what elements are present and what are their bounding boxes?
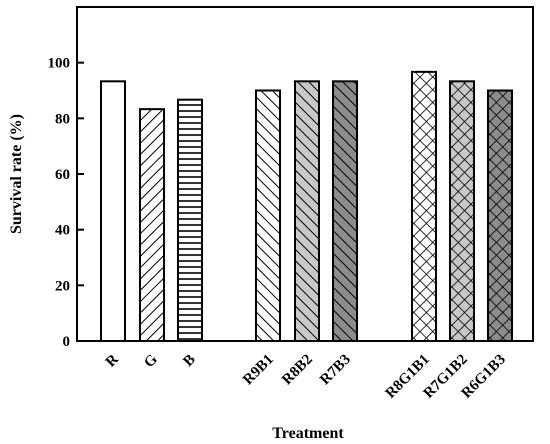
x-axis-title: Treatment — [272, 425, 344, 442]
y-tick-label: 80 — [55, 111, 70, 127]
bar-pattern-r6g1b3 — [488, 90, 512, 341]
x-tick-label-r: R — [103, 351, 122, 370]
y-tick-label: 100 — [48, 56, 71, 72]
bars-group — [100, 70, 513, 343]
bar-pattern-r7g1b2 — [450, 81, 474, 341]
x-tick-label-r8b2: R8B2 — [279, 352, 316, 389]
x-tick-label-r7b3: R7B3 — [317, 352, 354, 389]
y-tick-label: 20 — [55, 278, 70, 294]
bar-pattern-r7b3 — [333, 81, 357, 341]
y-tick-label: 0 — [63, 334, 71, 350]
x-tick-label-g: G — [141, 351, 161, 371]
bar-pattern-b — [178, 99, 202, 341]
bar-pattern-g — [140, 109, 164, 341]
y-tick-label: 60 — [55, 167, 70, 183]
y-axis-ticks: 0 20 40 60 80 100 — [48, 56, 84, 350]
x-tick-label-b: B — [180, 352, 198, 370]
bar-pattern-r8b2 — [295, 81, 319, 341]
bar-pattern-r8g1b1 — [412, 71, 436, 341]
y-tick-label: 40 — [55, 223, 70, 239]
y-axis-title: Survival rate (%) — [8, 114, 25, 234]
x-tick-label-r9b1: R9B1 — [240, 352, 277, 389]
bar-fill-r — [101, 81, 125, 341]
bar-pattern-r9b1 — [256, 90, 280, 341]
